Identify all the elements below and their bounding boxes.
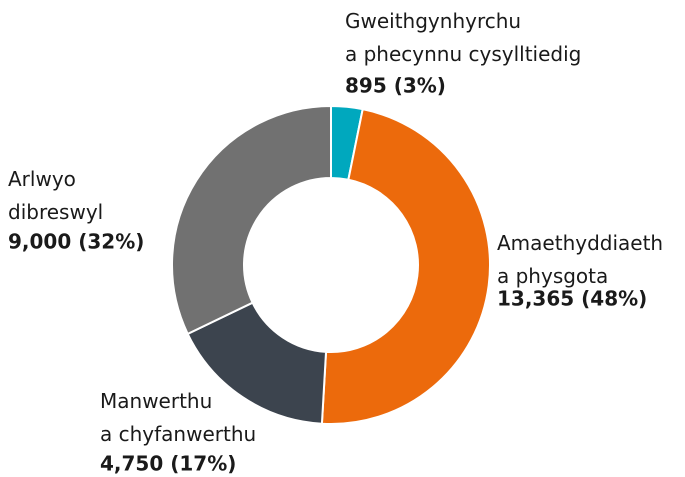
label-line: Gweithgynhyrchu [345, 9, 527, 33]
label-line: a phecynnu cysylltiedig [345, 42, 581, 66]
slice-label: Amaethyddiaeth a physgota [497, 231, 669, 288]
value-label: 4,750 (17%) [100, 452, 236, 476]
donut-slice [320, 108, 491, 425]
slice-label: Manwerthu a chyfanwerthu [100, 389, 256, 446]
label-line: a chyfanwerthu [100, 422, 256, 446]
donut-slice [171, 104, 332, 336]
value-label: 9,000 (32%) [8, 230, 144, 254]
value-label: 13,365 (48%) [497, 287, 647, 311]
slice-label: Gweithgynhyrchu a phecynnu cysylltiedig [345, 9, 581, 66]
label-line: Arlwyo [8, 167, 82, 191]
slice-label: Arlwyo dibreswyl [8, 167, 103, 224]
value-label: 895 (3%) [345, 74, 446, 98]
label-line: Amaethyddiaeth [497, 231, 669, 255]
donut-slice [186, 301, 328, 425]
label-line: a physgota [497, 264, 608, 288]
label-line: dibreswyl [8, 200, 103, 224]
label-line: Manwerthu [100, 389, 219, 413]
